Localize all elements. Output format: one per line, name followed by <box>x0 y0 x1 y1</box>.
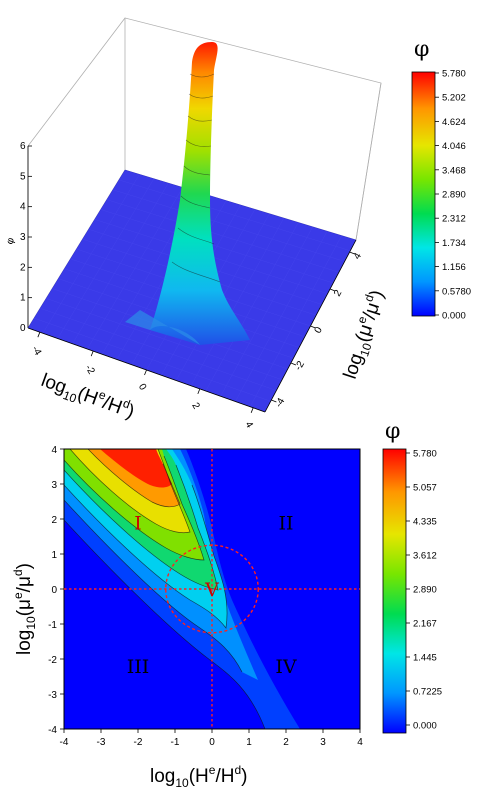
surface-ridge <box>150 42 250 345</box>
heatmap-x-axis-label: log10(He/Hd) <box>150 763 247 790</box>
surface-base-grid <box>33 174 351 407</box>
x-tick-label-3d: 2 <box>189 401 202 412</box>
colorbar-title-bottom: φ <box>385 419 400 444</box>
region-label: IV <box>275 656 297 678</box>
heatmap-y-tick-label: 1 <box>51 550 57 561</box>
colorbar-tick-label: 0.000 <box>442 311 466 322</box>
region-label: III <box>127 656 150 678</box>
z-tick-label: 3 <box>20 232 26 243</box>
x-tick-mark-3d <box>197 388 201 395</box>
z-tick-label: 0 <box>20 323 26 334</box>
heatmap-x-tick-label: 1 <box>246 737 252 748</box>
y-tick-label-3d: -4 <box>273 396 287 410</box>
colorbar-bottom-ticks: 5.780 5.057 4.335 3.612 2.890 2.167 1.445 0.722… <box>406 449 442 732</box>
x-axis-label-3d: log10(He/Hd) <box>37 367 138 426</box>
x-tick-mark-3d <box>250 407 254 413</box>
y-tick-label-3d: 4 <box>352 251 365 262</box>
colorbar-tick-label: 3.468 <box>442 165 466 176</box>
x-tick-mark-3d <box>90 350 94 357</box>
heatmap-x-tick-label: 4 <box>357 737 363 748</box>
heatmap-y-tick-label: -2 <box>48 655 57 666</box>
colorbar-tick-label: 2.890 <box>442 190 466 201</box>
heatmap-y-tick-label: -4 <box>48 725 57 736</box>
colorbar-tick-label: 2.167 <box>413 619 437 630</box>
surface-3d-plot: 0 1 2 3 4 5 6 φ -4 -2 0 2 4 log10(He/Hd) 4 2 0 -2 -4 l… <box>4 17 471 431</box>
colorbar-title-top: φ <box>414 37 429 62</box>
heatmap-x-tick-label: 0 <box>209 737 215 748</box>
dashed-circle-region-v <box>165 544 259 634</box>
x-tick-label-3d: -2 <box>83 363 97 377</box>
heatmap-y-tick-label: 3 <box>51 480 57 491</box>
region-label: I <box>134 513 142 535</box>
y-tick-mark-3d <box>329 288 336 292</box>
colorbar-tick-label: 5.057 <box>413 483 437 494</box>
z-tick-label: 5 <box>20 171 26 182</box>
heatmap-x-tick-label: -3 <box>97 737 106 748</box>
heatmap-y-ticks: 4 3 2 1 0 -1 -2 -3 -4 <box>48 445 64 736</box>
colorbar-tick-label: 0.000 <box>413 721 437 732</box>
colorbar-top <box>411 71 436 317</box>
x-tick-mark-3d <box>144 369 147 376</box>
heatmap-y-tick-label: 4 <box>51 445 57 456</box>
y-tick-mark-3d <box>349 251 355 255</box>
heatmap-x-tick-label: -1 <box>171 737 180 748</box>
y-tick-label-3d: 2 <box>332 288 345 299</box>
heatmap-y-tick-label: -3 <box>48 690 57 701</box>
z-tick-label: 6 <box>20 141 26 152</box>
heatmap-y-tick-label: -1 <box>48 620 57 631</box>
colorbar-tick-label: 1.445 <box>413 653 437 664</box>
heatmap-x-tick-label: 3 <box>320 737 326 748</box>
colorbar-tick-label: 2.312 <box>442 214 466 225</box>
colorbar-top-ticks: 5.780 5.202 4.624 4.046 3.468 2.890 2.312 1.734… <box>435 69 471 322</box>
x-tick-label-3d: 0 <box>136 382 149 393</box>
z-axis-label: φ <box>4 236 17 246</box>
heatmap-field <box>64 449 300 729</box>
colorbar-tick-label: 4.046 <box>442 141 466 152</box>
y-tick-mark-3d <box>271 399 277 403</box>
heatmap-y-axis-label: log10(μe/μd) <box>11 563 38 655</box>
heatmap-overlay <box>64 449 360 729</box>
colorbar-tick-label: 5.202 <box>442 93 466 104</box>
colorbar-tick-label: 1.734 <box>442 238 466 249</box>
colorbar-tick-label: 2.890 <box>413 585 437 596</box>
surface-contour-lines <box>171 73 221 283</box>
z-tick-label: 2 <box>20 262 26 273</box>
colorbar-tick-label: 0.5780 <box>442 286 471 297</box>
region-label: II <box>278 513 293 535</box>
colorbar-tick-label: 5.780 <box>442 69 466 80</box>
x-tick-label-3d: -4 <box>29 344 43 358</box>
heatmap-x-tick-label: -4 <box>60 737 69 748</box>
heatmap-y-tick-label: 2 <box>51 515 57 526</box>
heatmap-y-tick-label: 0 <box>51 585 57 596</box>
z-tick-label: 4 <box>20 202 26 213</box>
colorbar-tick-label: 3.612 <box>413 551 437 562</box>
heatmap-x-ticks: -4 -3 -2 -1 0 1 2 3 4 <box>60 729 363 748</box>
colorbar-tick-label: 5.780 <box>413 449 437 460</box>
y-tick-mark-3d <box>310 325 316 329</box>
colorbar-bottom <box>382 448 407 734</box>
colorbar-tick-label: 0.7225 <box>413 687 442 698</box>
y-tick-label-3d: 0 <box>313 325 326 336</box>
region-label: V <box>204 579 219 601</box>
x-tick-label-3d: 4 <box>243 420 256 431</box>
z-axis-ticks: 0 1 2 3 4 5 6 <box>20 141 32 334</box>
y-tick-mark-3d <box>290 362 297 366</box>
colorbar-tick-label: 4.624 <box>442 117 466 128</box>
z-tick-label: 1 <box>20 293 26 304</box>
colorbar-tick-label: 4.335 <box>413 517 437 528</box>
x-tick-mark-3d <box>37 332 41 338</box>
heatmap-x-tick-label: -2 <box>134 737 143 748</box>
y-tick-label-3d: -2 <box>293 359 307 373</box>
heatmap-x-tick-label: 2 <box>283 737 289 748</box>
colorbar-tick-label: 1.156 <box>442 262 466 273</box>
y-axis-label-3d: log10(μe/μd) <box>337 287 391 383</box>
